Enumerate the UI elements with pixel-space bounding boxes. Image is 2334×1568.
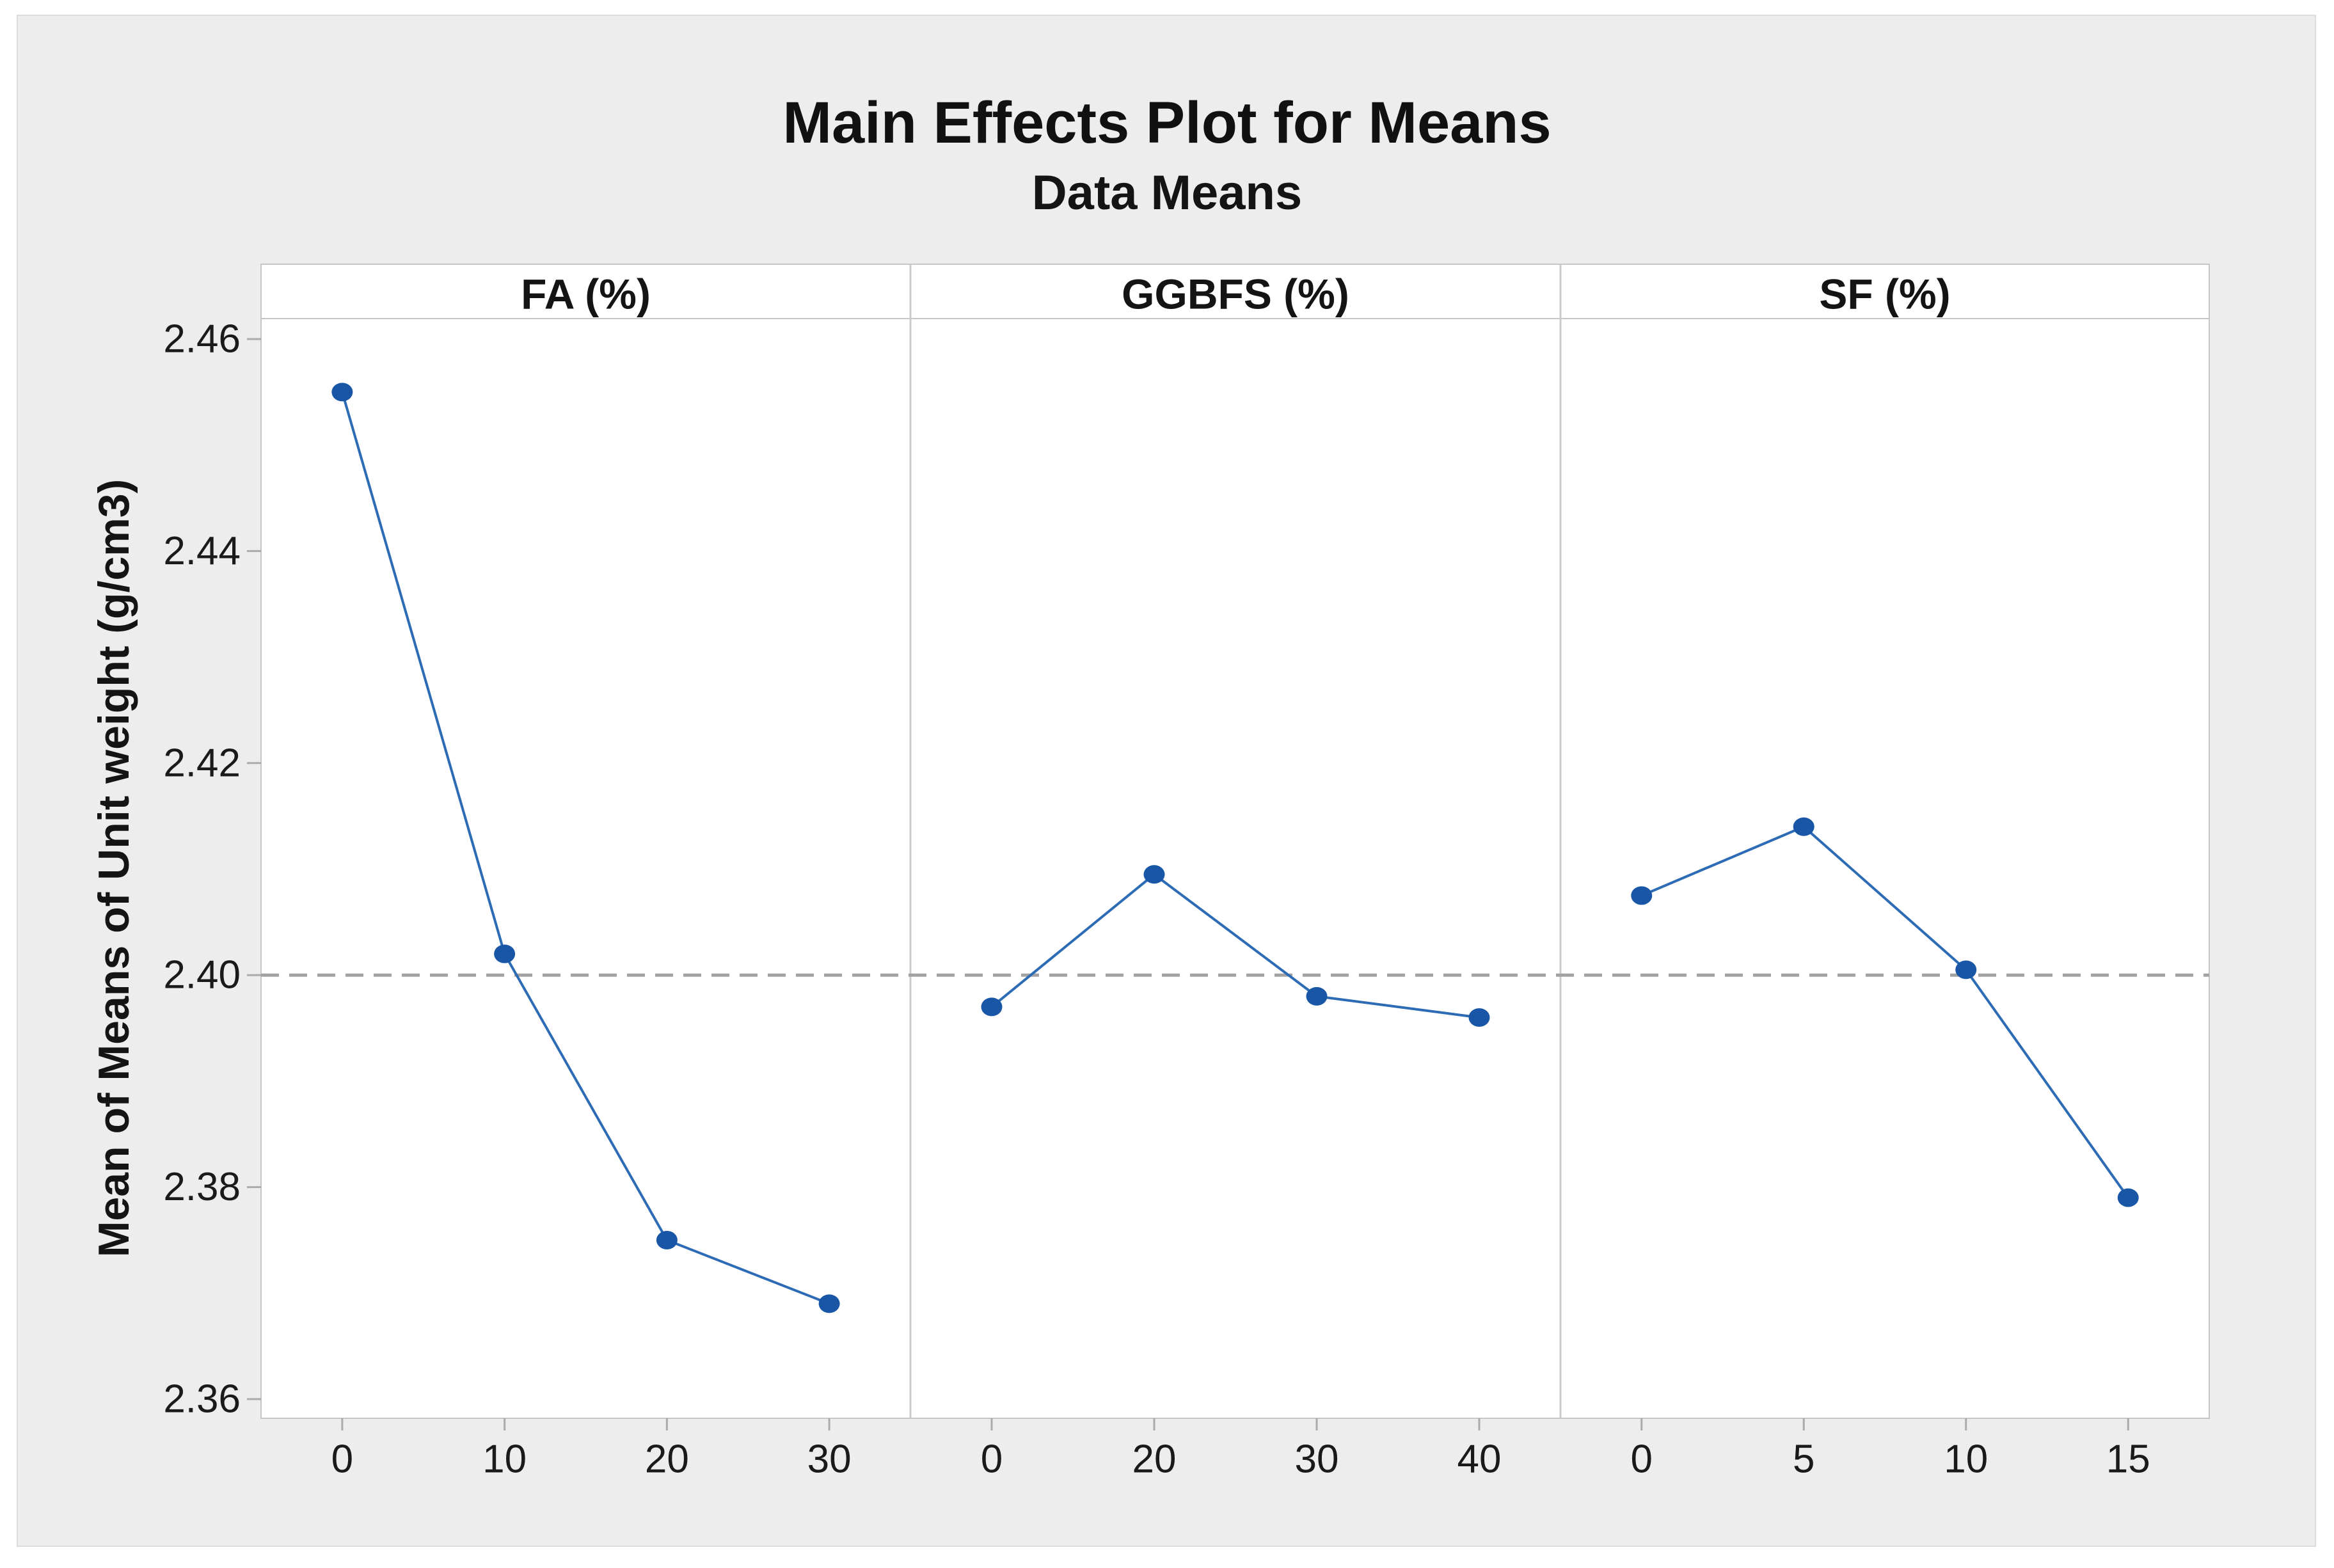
x-tick-label: 20 [645,1437,689,1482]
y-tick-label: 2.46 [163,317,241,361]
chart-title: Main Effects Plot for Means [782,90,1552,155]
y-tick-label: 2.40 [163,953,241,997]
y-tick-label: 2.36 [163,1377,241,1421]
panel-header-label: GGBFS (%) [1122,271,1349,318]
data-point [2117,1188,2139,1207]
data-point [1143,865,1165,884]
chart-subtitle: Data Means [1031,166,1303,220]
data-point [818,1294,840,1313]
x-tick-label: 15 [2106,1437,2150,1482]
data-point [1306,986,1328,1006]
x-tick-label: 5 [1793,1437,1814,1482]
x-tick-label: 40 [1457,1437,1502,1482]
x-tick-label: 30 [807,1437,852,1482]
x-tick-label: 20 [1132,1437,1177,1482]
y-tick-label: 2.42 [163,741,241,785]
panel-header-band [260,264,2210,319]
y-tick-label: 2.44 [163,529,241,573]
panel-header-label: SF (%) [1819,271,1950,318]
data-point [494,944,516,963]
x-tick-label: 10 [1944,1437,1988,1482]
y-tick-label: 2.38 [163,1165,241,1209]
plot-frame [260,318,2210,1419]
data-point [1955,960,1977,979]
x-tick-label: 30 [1295,1437,1339,1482]
series-line [990,873,1480,1019]
data-point [1631,886,1653,905]
series-line [340,392,830,1305]
x-tick-label: 0 [331,1437,353,1482]
x-tick-label: 0 [1631,1437,1653,1482]
y-axis-title: Mean of Means of Unit weight (g/cm3) [90,479,138,1258]
x-tick-label: 0 [981,1437,1003,1482]
data-point [1468,1008,1490,1027]
x-tick-label: 10 [482,1437,527,1482]
data-point [656,1230,678,1249]
data-point [1793,817,1814,836]
panel-header-label: FA (%) [521,271,651,318]
data-point [981,997,1003,1017]
data-point [331,383,353,402]
series-line [1640,825,2129,1199]
